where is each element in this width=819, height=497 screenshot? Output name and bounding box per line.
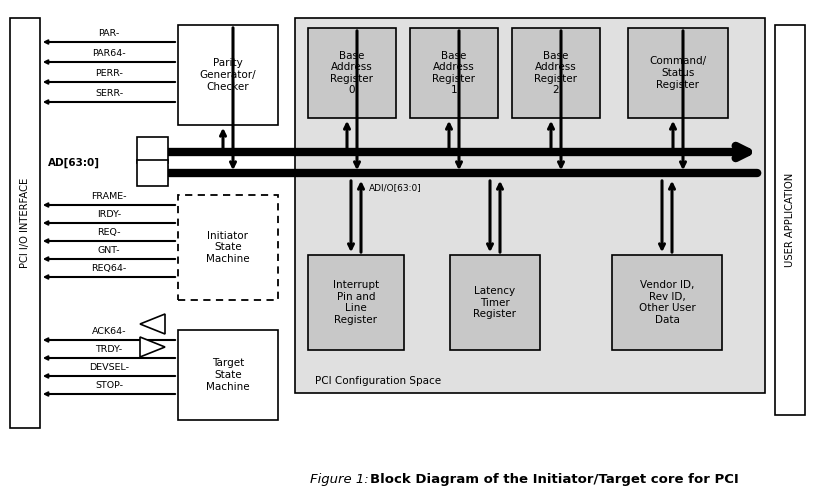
Text: Parity
Generator/
Checker: Parity Generator/ Checker — [200, 59, 256, 91]
Bar — [410, 28, 497, 118]
Text: Command/
Status
Register: Command/ Status Register — [649, 56, 706, 89]
Text: GNT-: GNT- — [97, 246, 120, 255]
Text: PCI I/O INTERFACE: PCI I/O INTERFACE — [20, 178, 30, 268]
Text: AD[63:0]: AD[63:0] — [48, 158, 100, 168]
Text: Initiator
State
Machine: Initiator State Machine — [206, 231, 250, 264]
Polygon shape — [140, 314, 165, 334]
Text: Block Diagram of the Initiator/Target core for PCI: Block Diagram of the Initiator/Target co… — [369, 474, 738, 487]
Polygon shape — [140, 337, 165, 357]
Bar — [295, 18, 764, 393]
Text: PERR-: PERR- — [95, 69, 123, 78]
Text: Base
Address
Register
2: Base Address Register 2 — [534, 51, 577, 95]
Bar — [308, 255, 404, 350]
Text: TRDY-: TRDY- — [95, 345, 122, 354]
Text: DEVSEL-: DEVSEL- — [89, 363, 129, 372]
Bar — [308, 28, 396, 118]
Text: REQ-: REQ- — [97, 228, 120, 237]
Text: PAR-: PAR- — [98, 29, 120, 38]
Bar — [178, 25, 278, 125]
Bar — [178, 330, 278, 420]
Bar — [611, 255, 721, 350]
Text: ADI/O[63:0]: ADI/O[63:0] — [369, 183, 421, 192]
Bar — [627, 28, 727, 118]
Text: Interrupt
Pin and
Line
Register: Interrupt Pin and Line Register — [333, 280, 378, 325]
Text: Vendor ID,
Rev ID,
Other User
Data: Vendor ID, Rev ID, Other User Data — [638, 280, 695, 325]
Text: ACK64-: ACK64- — [92, 327, 126, 336]
Text: REQ64-: REQ64- — [91, 264, 126, 273]
Text: Base
Address
Register
1: Base Address Register 1 — [432, 51, 475, 95]
Bar — [137, 160, 168, 186]
Text: PCI Configuration Space: PCI Configuration Space — [314, 376, 441, 386]
Text: IRDY-: IRDY- — [97, 210, 121, 219]
Bar — [10, 18, 40, 428]
Text: Target
State
Machine: Target State Machine — [206, 358, 250, 392]
Text: SERR-: SERR- — [95, 89, 123, 98]
Text: Figure 1:: Figure 1: — [310, 474, 377, 487]
Bar — [178, 195, 278, 300]
Bar — [450, 255, 540, 350]
Bar — [774, 25, 804, 415]
Text: Latency
Timer
Register: Latency Timer Register — [473, 286, 516, 319]
Text: STOP-: STOP- — [95, 381, 123, 390]
Bar — [511, 28, 600, 118]
Text: Base
Address
Register
0: Base Address Register 0 — [330, 51, 373, 95]
Bar — [137, 137, 168, 163]
Text: USER APPLICATION: USER APPLICATION — [784, 173, 794, 267]
Text: PAR64-: PAR64- — [92, 49, 125, 58]
Text: FRAME-: FRAME- — [91, 192, 127, 201]
